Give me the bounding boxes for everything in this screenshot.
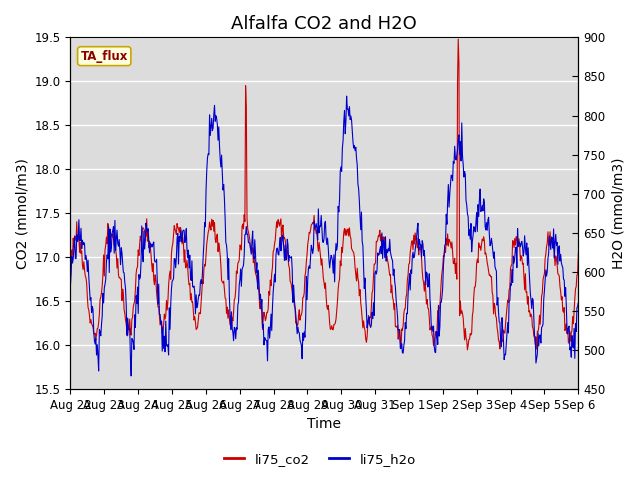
X-axis label: Time: Time <box>307 418 341 432</box>
Legend: li75_co2, li75_h2o: li75_co2, li75_h2o <box>219 447 421 471</box>
Text: TA_flux: TA_flux <box>81 49 128 63</box>
Y-axis label: CO2 (mmol/m3): CO2 (mmol/m3) <box>15 158 29 269</box>
Title: Alfalfa CO2 and H2O: Alfalfa CO2 and H2O <box>232 15 417 33</box>
Y-axis label: H2O (mmol/m3): H2O (mmol/m3) <box>611 157 625 269</box>
